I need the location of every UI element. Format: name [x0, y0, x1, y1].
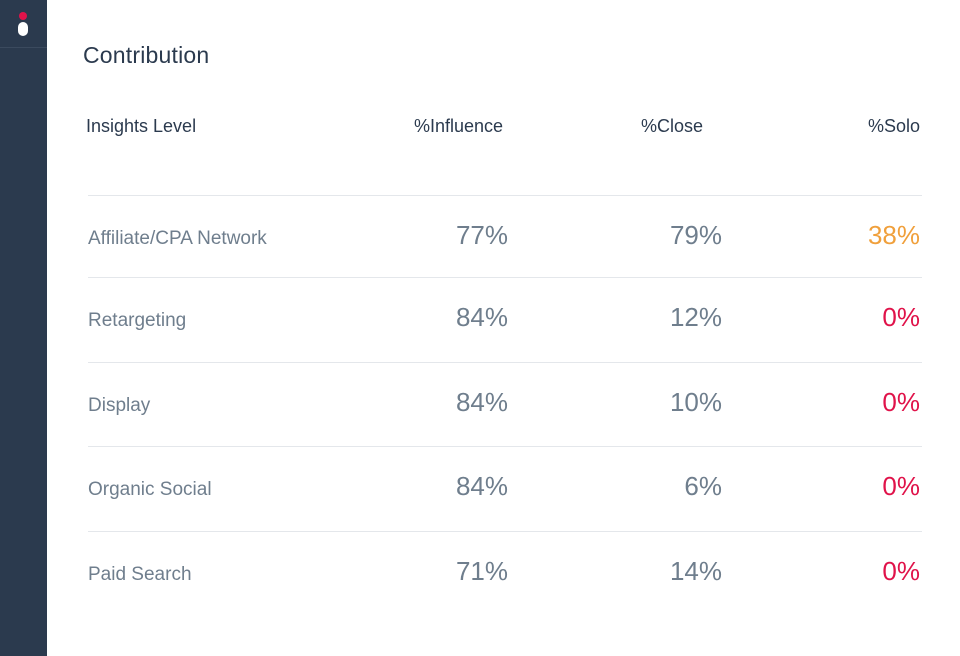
influence-value: 84%: [455, 302, 508, 332]
solo-value: 0%: [882, 302, 920, 332]
solo-value: 0%: [882, 471, 920, 501]
table-row: Organic Social 84% 6% 0%: [88, 446, 922, 530]
section-title: Contribution: [83, 42, 210, 68]
row-label: Display: [88, 395, 151, 416]
app-logo-icon[interactable]: [18, 12, 28, 38]
influence-value: 84%: [455, 387, 508, 417]
sidebar-logo-area[interactable]: [0, 0, 47, 48]
influence-value: 77%: [455, 220, 508, 250]
influence-value: 71%: [455, 556, 508, 586]
row-label: Retargeting: [88, 310, 187, 331]
header-insights-level: Insights Level: [86, 116, 197, 136]
table-row: Paid Search 71% 14% 0%: [88, 531, 922, 615]
solo-value: 0%: [882, 387, 920, 417]
table-row: Display 84% 10% 0%: [88, 362, 922, 446]
logo-dot-red: [19, 12, 27, 20]
row-label: Affiliate/CPA Network: [88, 228, 267, 249]
close-value: 12%: [669, 302, 722, 332]
logo-dot-white: [18, 22, 28, 36]
row-label: Organic Social: [88, 479, 212, 500]
close-value: 79%: [669, 220, 722, 250]
sidebar: [0, 0, 47, 656]
solo-value: 38%: [867, 220, 920, 250]
table-row: Affiliate/CPA Network 77% 79% 38%: [88, 195, 922, 279]
solo-value: 0%: [882, 556, 920, 586]
row-label: Paid Search: [88, 564, 192, 585]
header-influence: %Influence: [413, 116, 503, 136]
header-close: %Close: [640, 116, 703, 136]
header-solo: %Solo: [867, 116, 920, 136]
close-value: 14%: [669, 556, 722, 586]
table-row: Retargeting 84% 12% 0%: [88, 277, 922, 361]
influence-value: 84%: [455, 471, 508, 501]
close-value: 6%: [684, 471, 722, 501]
close-value: 10%: [669, 387, 722, 417]
